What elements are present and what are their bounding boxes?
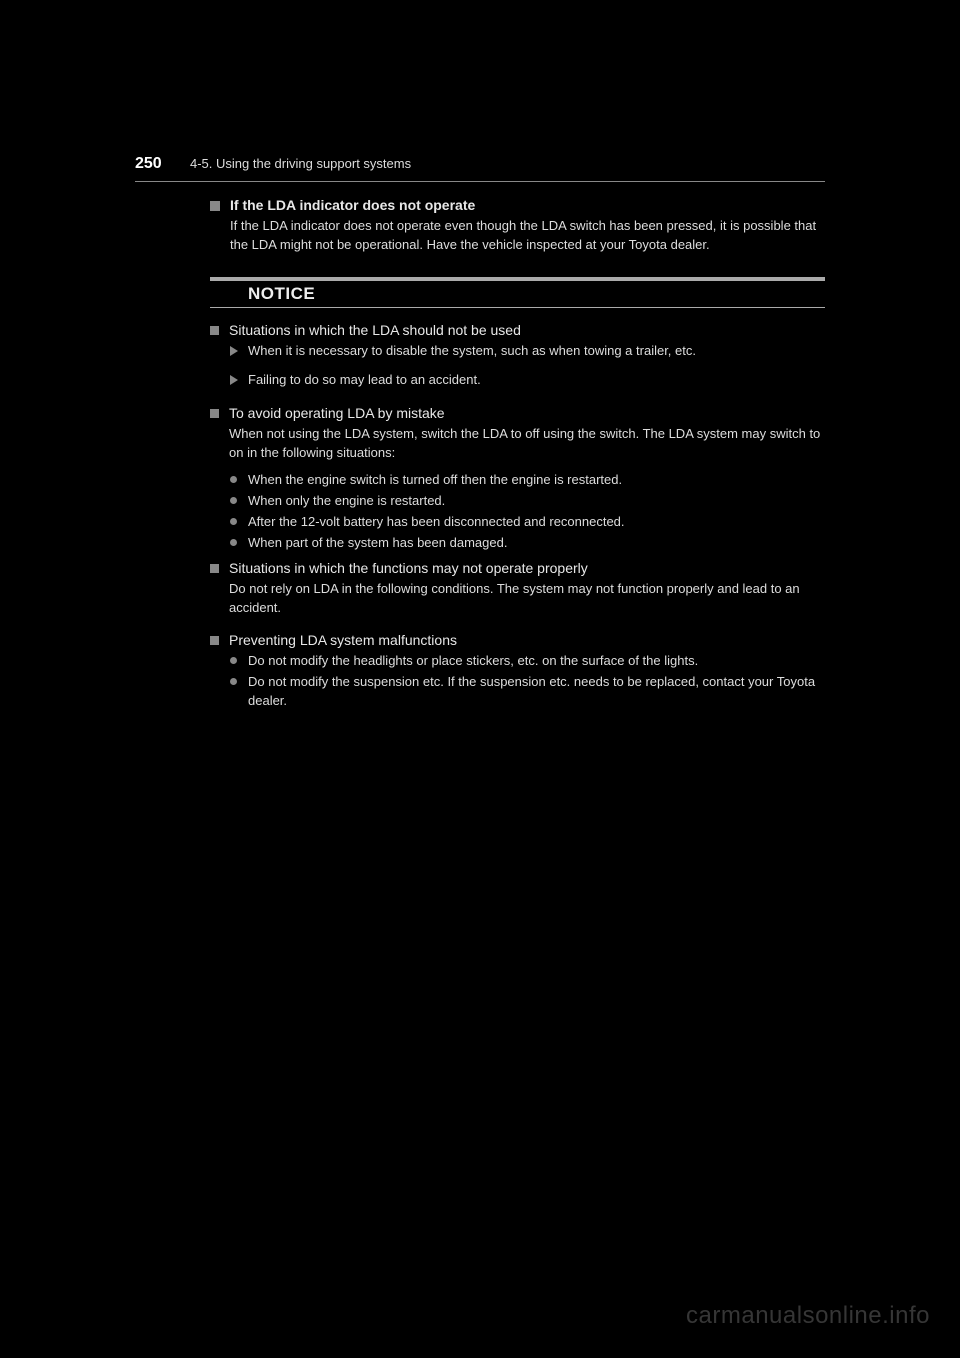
square-bullet-icon xyxy=(210,201,220,211)
square-bullet-icon xyxy=(210,409,219,418)
notice-item-text: When only the engine is restarted. xyxy=(248,492,445,511)
notice-item: Do not modify the suspension etc. If the… xyxy=(230,673,825,711)
notice-heading: Preventing LDA system malfunctions xyxy=(229,632,457,648)
notice-item-text: When part of the system has been damaged… xyxy=(248,534,507,553)
topic-heading: If the LDA indicator does not operate xyxy=(230,197,475,213)
notice-item-text: After the 12-volt battery has been disco… xyxy=(248,513,625,532)
dot-bullet-icon xyxy=(230,497,237,504)
notice-item: Failing to do so may lead to an accident… xyxy=(230,371,825,390)
notice-bar: NOTICE xyxy=(210,277,825,308)
notice-heading: Situations in which the LDA should not b… xyxy=(229,322,521,338)
notice-item-text: Failing to do so may lead to an accident… xyxy=(248,371,481,390)
notice-intro: When not using the LDA system, switch th… xyxy=(229,425,825,463)
notice-heading-row: To avoid operating LDA by mistake xyxy=(210,405,825,421)
dot-bullet-icon xyxy=(230,518,237,525)
watermark: carmanualsonline.info xyxy=(686,1302,930,1330)
manual-page: 250 4-5. Using the driving support syste… xyxy=(0,0,960,711)
notice-item: When part of the system has been damaged… xyxy=(230,534,825,553)
notice-item-text: When it is necessary to disable the syst… xyxy=(248,342,696,361)
notice-item-text: When the engine switch is turned off the… xyxy=(248,471,622,490)
dot-bullet-icon xyxy=(230,476,237,483)
notice-item-text: Do not modify the suspension etc. If the… xyxy=(248,673,825,711)
notice-intro: Do not rely on LDA in the following cond… xyxy=(229,580,825,618)
dot-bullet-icon xyxy=(230,539,237,546)
square-bullet-icon xyxy=(210,326,219,335)
square-bullet-icon xyxy=(210,564,219,573)
notice-item: When the engine switch is turned off the… xyxy=(230,471,825,490)
notice-item: After the 12-volt battery has been disco… xyxy=(230,513,825,532)
notice-heading-row: Situations in which the functions may no… xyxy=(210,560,825,576)
triangle-bullet-icon xyxy=(230,346,238,356)
notice-item: When it is necessary to disable the syst… xyxy=(230,342,825,361)
notice-heading-row: Preventing LDA system malfunctions xyxy=(210,632,825,648)
notice-heading: To avoid operating LDA by mistake xyxy=(229,405,445,421)
page-number: 250 xyxy=(135,155,190,173)
topic-body: If the LDA indicator does not operate ev… xyxy=(230,217,825,255)
section-path: 4-5. Using the driving support systems xyxy=(190,156,411,171)
dot-bullet-icon xyxy=(230,678,237,685)
topic-heading-row: If the LDA indicator does not operate xyxy=(210,197,825,213)
notice-item: Do not modify the headlights or place st… xyxy=(230,652,825,671)
dot-bullet-icon xyxy=(230,657,237,664)
header-divider xyxy=(135,181,825,182)
main-content: If the LDA indicator does not operate If… xyxy=(210,197,825,711)
page-header: 250 4-5. Using the driving support syste… xyxy=(135,155,825,173)
triangle-bullet-icon xyxy=(230,375,238,385)
square-bullet-icon xyxy=(210,636,219,645)
notice-item-text: Do not modify the headlights or place st… xyxy=(248,652,698,671)
notice-heading-row: Situations in which the LDA should not b… xyxy=(210,322,825,338)
notice-item: When only the engine is restarted. xyxy=(230,492,825,511)
notice-label: NOTICE xyxy=(248,284,825,304)
notice-heading: Situations in which the functions may no… xyxy=(229,560,588,576)
